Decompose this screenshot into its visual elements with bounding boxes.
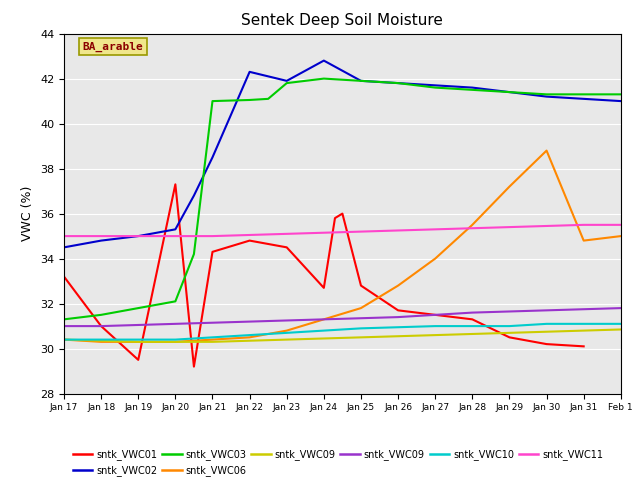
Legend: sntk_VWC01, sntk_VWC02, sntk_VWC03, sntk_VWC06, sntk_VWC09, sntk_VWC09, sntk_VWC: sntk_VWC01, sntk_VWC02, sntk_VWC03, sntk…: [69, 445, 607, 480]
Y-axis label: VWC (%): VWC (%): [22, 186, 35, 241]
Title: Sentek Deep Soil Moisture: Sentek Deep Soil Moisture: [241, 13, 444, 28]
Text: BA_arable: BA_arable: [83, 41, 143, 51]
